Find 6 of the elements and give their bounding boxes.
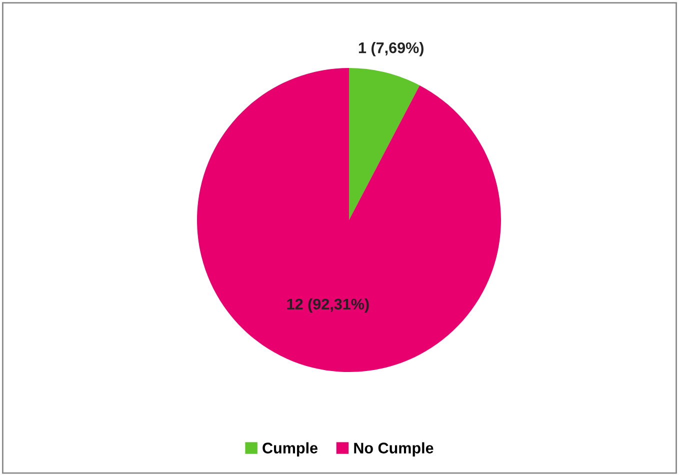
legend-label: Cumple (262, 442, 318, 456)
pie-slice (349, 68, 420, 220)
legend-label: No Cumple (354, 442, 434, 456)
data-label: 12 (92,31%) (287, 298, 369, 313)
data-label: 1 (7,69%) (358, 42, 424, 56)
pie-slice (197, 68, 501, 372)
